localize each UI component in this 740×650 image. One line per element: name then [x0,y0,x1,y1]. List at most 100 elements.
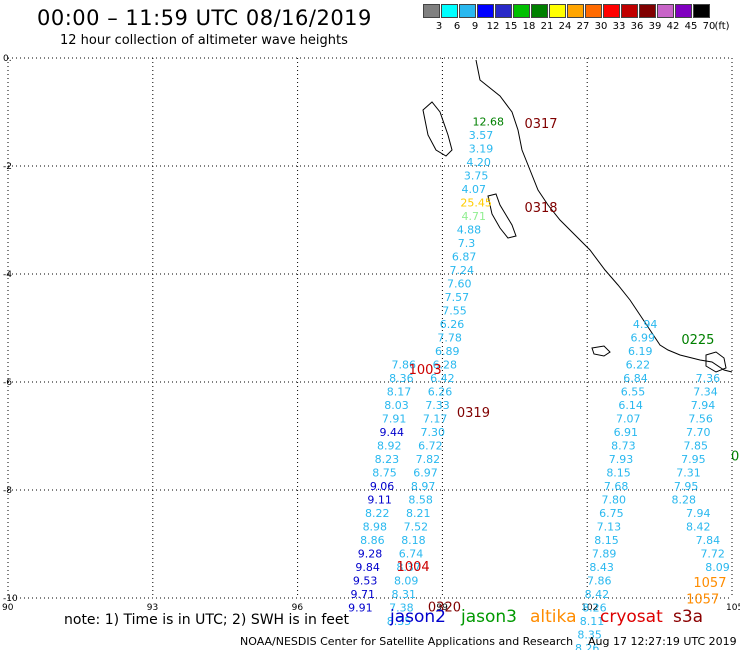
scale-label: 27 [576,21,590,32]
wave-height-value: 7.07 [616,413,641,426]
scale-swatch [549,4,566,18]
chart-title: 00:00 – 11:59 UTC 08/16/2019 [37,6,372,30]
wave-height-value: 6.99 [630,332,655,345]
pass-time-label: 0320 [428,601,461,616]
scale-label: 39 [648,21,662,32]
wave-height-value: 7.55 [442,305,467,318]
legend-altika: altika [530,607,577,627]
legend-cryosat: cryosat [600,607,663,627]
wave-height-value: 9.06 [370,480,395,493]
wave-height-value: 8.15 [594,534,619,547]
wave-height-value: 8.37 [396,561,421,574]
wave-height-value: 3.57 [469,129,494,142]
footer-credit: NOAA/NESDIS Center for Satellite Applica… [240,635,574,648]
island [591,345,611,357]
wave-height-value: 8.03 [384,399,409,412]
wave-height-value: 8.18 [401,534,426,547]
wave-height-value: 8.17 [387,386,412,399]
wave-height-value: 7.17 [423,413,448,426]
wave-height-value: 8.75 [372,467,397,480]
scale-swatch [621,4,638,18]
wave-height-value: 7.85 [684,440,709,453]
wave-height-value: 9.53 [353,575,378,588]
wave-height-value: 7.3 [458,237,476,250]
wave-height-value: 6.42 [430,372,455,385]
scale-label: 24 [558,21,572,32]
pass-time-label: 0317 [524,117,557,132]
wave-height-value: 7.95 [674,480,699,493]
legend-jason2: jason2 [390,607,446,627]
wave-height-value: 4.71 [462,210,487,223]
wave-height-value: 7.94 [686,507,711,520]
y-tick-label: -10 [3,594,18,604]
wave-height-value: 7.89 [592,548,617,561]
wave-height-value: 9.44 [379,426,404,439]
wave-height-value: 6.89 [435,345,460,358]
wave-height-value: 6.14 [618,399,643,412]
wave-height-value: 9.11 [367,494,392,507]
wave-height-value: 8.42 [686,521,711,534]
wave-height-value: 9.91 [348,602,373,615]
scale-label: 9 [471,21,479,32]
wave-height-value: 9.71 [351,588,376,601]
scale-swatch [567,4,584,18]
wave-height-value: 6.26 [440,318,465,331]
scale-label: 18 [522,21,536,32]
scale-swatch [531,4,548,18]
y-tick-label: 0. [3,54,12,64]
island [705,351,727,373]
scale-swatch [477,4,494,18]
scale-swatch [657,4,674,18]
pass-time-label: 022 [731,449,740,464]
wave-height-value: 7.95 [681,453,706,466]
wave-height-value: 8.31 [392,588,417,601]
wave-height-value: 6.74 [399,548,424,561]
wave-height-value: 8.98 [363,521,388,534]
pass-time-label: 1057 [686,592,719,607]
wave-height-value: 6.84 [623,372,648,385]
x-tick-label: 102 [581,603,598,613]
wave-height-value: 7.57 [445,291,470,304]
wave-height-value: 8.43 [589,561,614,574]
wave-height-value: 8.09 [394,575,419,588]
x-tick-label: 105 [726,603,740,613]
wave-height-value: 7.93 [609,453,634,466]
wave-height-value: 6.22 [626,359,651,372]
wave-height-value: 6.91 [614,426,639,439]
scale-label: 15 [504,21,518,32]
wave-height-value: 7.38 [389,602,414,615]
scale-unit: (ft) [714,21,730,32]
scale-label: 21 [540,21,554,32]
scale-label: 6 [453,21,461,32]
wave-height-value: 25.45 [460,197,492,210]
wave-height-value: 7.30 [420,426,445,439]
wave-height-value: 8.97 [411,480,436,493]
wave-height-value: 9.84 [355,561,380,574]
wave-height-value: 8.73 [611,440,636,453]
wave-height-value: 7.56 [688,413,713,426]
pass-time-label: 1057 [693,576,726,591]
wave-height-value: 7.68 [604,480,629,493]
scale-swatch [693,4,710,18]
wave-height-value: 8.86 [360,534,385,547]
pass-time-label: 0225 [681,333,714,348]
wave-height-value: 7.86 [587,575,612,588]
scale-swatch [441,4,458,18]
wave-height-value: 7.94 [691,399,716,412]
scale-label: 45 [684,21,698,32]
scale-label: 70 [702,21,716,32]
coastline [475,59,733,373]
wave-height-value: 7.78 [437,332,462,345]
scale-label: 33 [612,21,626,32]
wave-height-value: 7.82 [416,453,441,466]
scale-swatch [675,4,692,18]
wave-height-value: 6.87 [452,251,477,264]
wave-height-value: 6.26 [428,386,453,399]
pass-time-label: 1003 [409,363,442,378]
wave-height-value: 7.84 [696,534,721,547]
units-note: note: 1) Time is in UTC; 2) SWH is in fe… [64,612,350,628]
wave-height-value: 7.33 [425,399,450,412]
wave-height-value: 8.26 [582,602,607,615]
footer-timestamp: Aug 17 12:27:19 UTC 2019 [588,635,737,648]
